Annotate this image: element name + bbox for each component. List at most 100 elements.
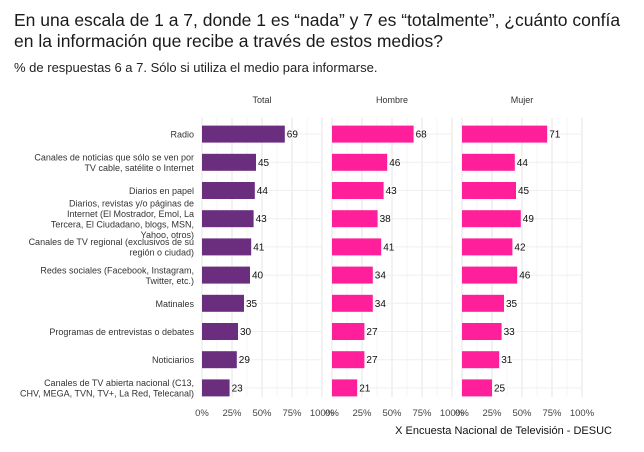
x-tick-label: 50% [512,408,532,419]
bar-value-label: 34 [375,271,387,282]
bar-value-label: 33 [504,327,516,338]
category-label-line: Canales de TV regional (exclusivos de su [29,237,194,247]
category-label-line: Redes sociales (Facebook, Instagram, [40,265,194,275]
category-label: Diarios en papel [129,186,194,196]
bar-value-label: 41 [253,242,265,253]
bar-value-label: 69 [287,130,299,141]
bar [332,210,378,228]
bar [202,125,285,143]
bar [202,379,230,397]
bar [462,153,515,171]
bar-value-label: 31 [501,355,513,366]
category-label-line: región o ciudad) [129,248,194,258]
category-label: Redes sociales (Facebook, Instagram, Twit… [40,265,194,286]
x-tick-label: 100% [570,408,595,419]
bar-value-label: 44 [257,186,269,197]
category-label-line: Noticiarios [152,355,195,365]
bar-value-label: 35 [506,299,518,310]
category-label: Canales de noticias que sólo se ven por T… [34,153,194,174]
bar [202,182,255,199]
chart-caption: X Encuesta Nacional de Televisión - DESU… [395,425,612,437]
bar [462,266,518,284]
bar-value-label: 40 [252,271,264,282]
x-tick-label: 25% [352,408,372,419]
x-tick-label: 75% [542,408,562,419]
category-label: Diarios, revistas y/o páginas de Internet… [51,198,194,240]
bar [202,294,244,312]
bar [462,323,502,340]
bar-value-label: 27 [366,327,378,338]
bar-value-label: 43 [386,186,398,197]
bar-value-label: 30 [240,327,252,338]
bar [332,182,384,199]
category-label: Matinales [155,299,194,309]
bar-value-label: 27 [366,355,378,366]
bar [462,238,513,256]
bar-value-label: 34 [375,299,387,310]
x-tick-label: 0% [325,408,339,419]
bar-value-label: 49 [523,214,535,225]
bar [332,294,373,312]
bar-value-label: 45 [518,186,530,197]
bar [202,351,237,369]
bar-value-label: 68 [416,130,428,141]
bar [202,153,256,171]
bar-value-label: 45 [258,158,270,169]
bar [462,125,548,143]
category-label-line: Diarios, revistas y/o páginas de [69,198,194,208]
x-tick-label: 50% [252,408,272,419]
bar [202,238,252,256]
category-label-line: Canales de TV abierta nacional (C13, [44,378,194,388]
x-tick-label: 0% [455,408,469,419]
category-label: Radio [170,130,194,140]
bar-value-label: 41 [383,242,395,253]
category-label: Canales de TV regional (exclusivos de su… [29,237,194,258]
category-label: Programas de entrevistas o debates [49,327,194,337]
x-tick-label: 100% [440,408,465,419]
bar [332,379,358,397]
bar [332,238,382,256]
category-label: Noticiarios [152,355,195,365]
x-tick-label: 25% [482,408,502,419]
panel-label-mujer: Mujer [511,95,534,105]
x-tick-label: 100% [310,408,335,419]
category-label-line: CHV, MEGA, TVN, TV+, La Red, Telecanal) [20,389,194,399]
x-tick-label: 50% [382,408,402,419]
bar-value-label: 46 [389,158,401,169]
bar [462,294,504,312]
bar [202,323,238,340]
bar [462,210,521,228]
bar-value-label: 35 [246,299,258,310]
panel-label-hombre: Hombre [376,95,408,105]
bar [462,182,516,199]
bar [332,266,373,284]
bar [202,266,250,284]
category-label: Canales de TV abierta nacional (C13, CHV,… [20,378,194,399]
bar-value-label: 23 [232,383,244,394]
bar-value-label: 38 [380,214,392,225]
bar-value-label: 21 [359,383,371,394]
bar [332,323,365,340]
category-label-line: Internet (El Mostrador, Emol, La [67,209,194,219]
bar-value-label: 44 [517,158,529,169]
x-tick-label: 75% [412,408,432,419]
category-label-line: Diarios en papel [129,186,194,196]
bar [202,210,254,228]
bar [332,153,388,171]
bar-value-label: 29 [239,355,251,366]
category-label-line: Canales de noticias que sólo se ven por [34,153,194,163]
category-label-line: Tercera, El Ciudadano, blogs, MSN, [51,219,194,229]
panel-label-total: Total [252,95,271,105]
bar-value-label: 71 [549,130,561,141]
category-label-line: Twitter, etc.) [145,276,194,286]
category-label-line: Radio [170,130,194,140]
x-tick-label: 25% [222,408,242,419]
bar [462,379,492,397]
bar [332,125,414,143]
chart-title: En una escala de 1 a 7, donde 1 es “nada… [14,10,621,51]
bar [462,351,500,369]
category-label-line: Matinales [155,299,194,309]
bar-value-label: 43 [256,214,268,225]
bar-value-label: 25 [494,383,506,394]
